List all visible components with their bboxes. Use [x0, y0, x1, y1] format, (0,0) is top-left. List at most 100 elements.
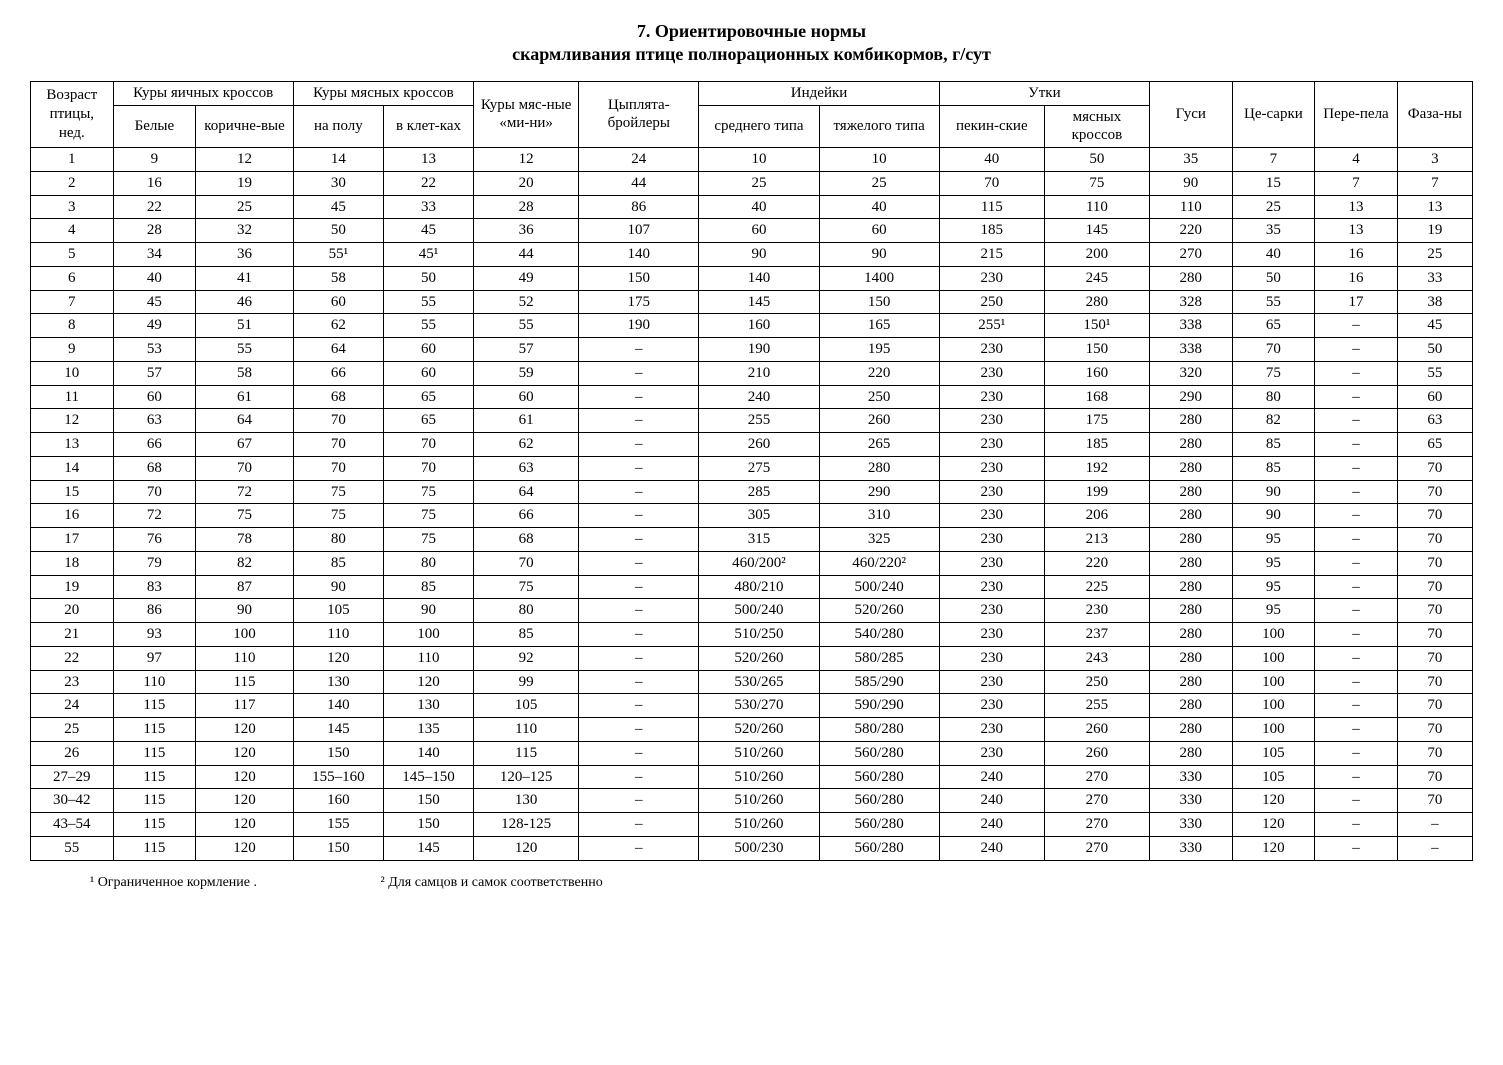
- table-cell: –: [579, 456, 699, 480]
- table-cell: 93: [113, 623, 196, 647]
- table-cell: 120: [196, 765, 294, 789]
- table-cell: 44: [579, 171, 699, 195]
- table-cell: 310: [819, 504, 939, 528]
- table-cell: 320: [1150, 361, 1233, 385]
- table-cell: –: [579, 718, 699, 742]
- table-cell: 40: [699, 195, 819, 219]
- table-cell: 95: [1232, 599, 1315, 623]
- table-cell: 240: [939, 765, 1044, 789]
- table-cell: 70: [1397, 480, 1472, 504]
- table-cell: 280: [1150, 575, 1233, 599]
- table-cell: 78: [196, 528, 294, 552]
- table-cell: 70: [1397, 551, 1472, 575]
- table-cell: 58: [293, 266, 383, 290]
- table-cell: 10: [819, 148, 939, 172]
- table-cell: 40: [939, 148, 1044, 172]
- table-cell: 25: [196, 195, 294, 219]
- table-cell: 38: [1397, 290, 1472, 314]
- table-cell: 43–54: [31, 813, 114, 837]
- table-cell: 70: [383, 433, 473, 457]
- table-cell: 230: [939, 338, 1044, 362]
- table-cell: 36: [196, 243, 294, 267]
- table-cell: 130: [474, 789, 579, 813]
- table-cell: 110: [1044, 195, 1149, 219]
- table-cell: 70: [474, 551, 579, 575]
- table-cell: 155–160: [293, 765, 383, 789]
- table-cell: 120: [196, 741, 294, 765]
- table-cell: 28: [474, 195, 579, 219]
- table-row: 157072757564–28529023019928090–70: [31, 480, 1473, 504]
- table-cell: –: [579, 528, 699, 552]
- table-cell: 25: [1397, 243, 1472, 267]
- header-egg-cross: Куры яичных кроссов: [113, 81, 293, 105]
- table-cell: 280: [1150, 433, 1233, 457]
- table-cell: 160: [1044, 361, 1149, 385]
- table-cell: 190: [579, 314, 699, 338]
- table-cell: 115: [113, 789, 196, 813]
- table-cell: 90: [293, 575, 383, 599]
- table-cell: 60: [1397, 385, 1472, 409]
- table-cell: 70: [1397, 718, 1472, 742]
- table-cell: 9: [31, 338, 114, 362]
- table-cell: 7: [31, 290, 114, 314]
- table-cell: 280: [1150, 456, 1233, 480]
- table-cell: 520/260: [819, 599, 939, 623]
- table-cell: 50: [293, 219, 383, 243]
- table-cell: 25: [31, 718, 114, 742]
- table-cell: 68: [474, 528, 579, 552]
- table-cell: 150: [819, 290, 939, 314]
- header-meat-cross: Куры мясных кроссов: [293, 81, 473, 105]
- table-cell: –: [579, 670, 699, 694]
- table-cell: 100: [1232, 646, 1315, 670]
- table-cell: 510/260: [699, 741, 819, 765]
- table-cell: 79: [113, 551, 196, 575]
- table-cell: 230: [939, 694, 1044, 718]
- table-row: 24115117140130105–530/270590/29023025528…: [31, 694, 1473, 718]
- table-cell: 185: [939, 219, 1044, 243]
- table-cell: 19: [196, 171, 294, 195]
- table-cell: 70: [1397, 741, 1472, 765]
- table-cell: 53: [113, 338, 196, 362]
- table-cell: 55: [383, 290, 473, 314]
- table-cell: 128-125: [474, 813, 579, 837]
- feed-norms-table: Возраст птицы, нед. Куры яичных кроссов …: [30, 81, 1473, 861]
- table-cell: –: [579, 504, 699, 528]
- table-cell: 85: [1232, 433, 1315, 457]
- table-row: 428325045361076060185145220351319: [31, 219, 1473, 243]
- title-line-2: скармливания птице полнорационных комбик…: [30, 43, 1473, 66]
- table-cell: 62: [474, 433, 579, 457]
- table-cell: 57: [113, 361, 196, 385]
- table-cell: 155: [293, 813, 383, 837]
- table-cell: 80: [293, 528, 383, 552]
- table-cell: –: [579, 551, 699, 575]
- table-cell: 28: [113, 219, 196, 243]
- table-cell: 338: [1150, 314, 1233, 338]
- table-cell: 580/280: [819, 718, 939, 742]
- table-cell: 95: [1232, 528, 1315, 552]
- table-cell: 70: [1397, 599, 1472, 623]
- table-cell: 110: [1150, 195, 1233, 219]
- table-cell: –: [579, 385, 699, 409]
- table-cell: 280: [819, 456, 939, 480]
- header-quail: Пере-пела: [1315, 81, 1398, 147]
- table-cell: 40: [819, 195, 939, 219]
- table-cell: 100: [1232, 718, 1315, 742]
- table-cell: 35: [1150, 148, 1233, 172]
- table-cell: 270: [1044, 789, 1149, 813]
- table-cell: –: [579, 789, 699, 813]
- table-cell: 4: [1315, 148, 1398, 172]
- table-row: 74546605552175145150250280328551738: [31, 290, 1473, 314]
- table-cell: 105: [1232, 765, 1315, 789]
- table-row: 187982858070–460/200²460/220²23022028095…: [31, 551, 1473, 575]
- header-duck-pekin: пекин-ские: [939, 105, 1044, 148]
- table-cell: 55: [383, 314, 473, 338]
- table-cell: 19: [1397, 219, 1472, 243]
- table-cell: 49: [113, 314, 196, 338]
- table-cell: 105: [1232, 741, 1315, 765]
- table-cell: 240: [939, 789, 1044, 813]
- table-cell: 9: [113, 148, 196, 172]
- table-row: 177678807568–31532523021328095–70: [31, 528, 1473, 552]
- table-cell: 60: [383, 361, 473, 385]
- table-cell: 195: [819, 338, 939, 362]
- table-cell: 60: [293, 290, 383, 314]
